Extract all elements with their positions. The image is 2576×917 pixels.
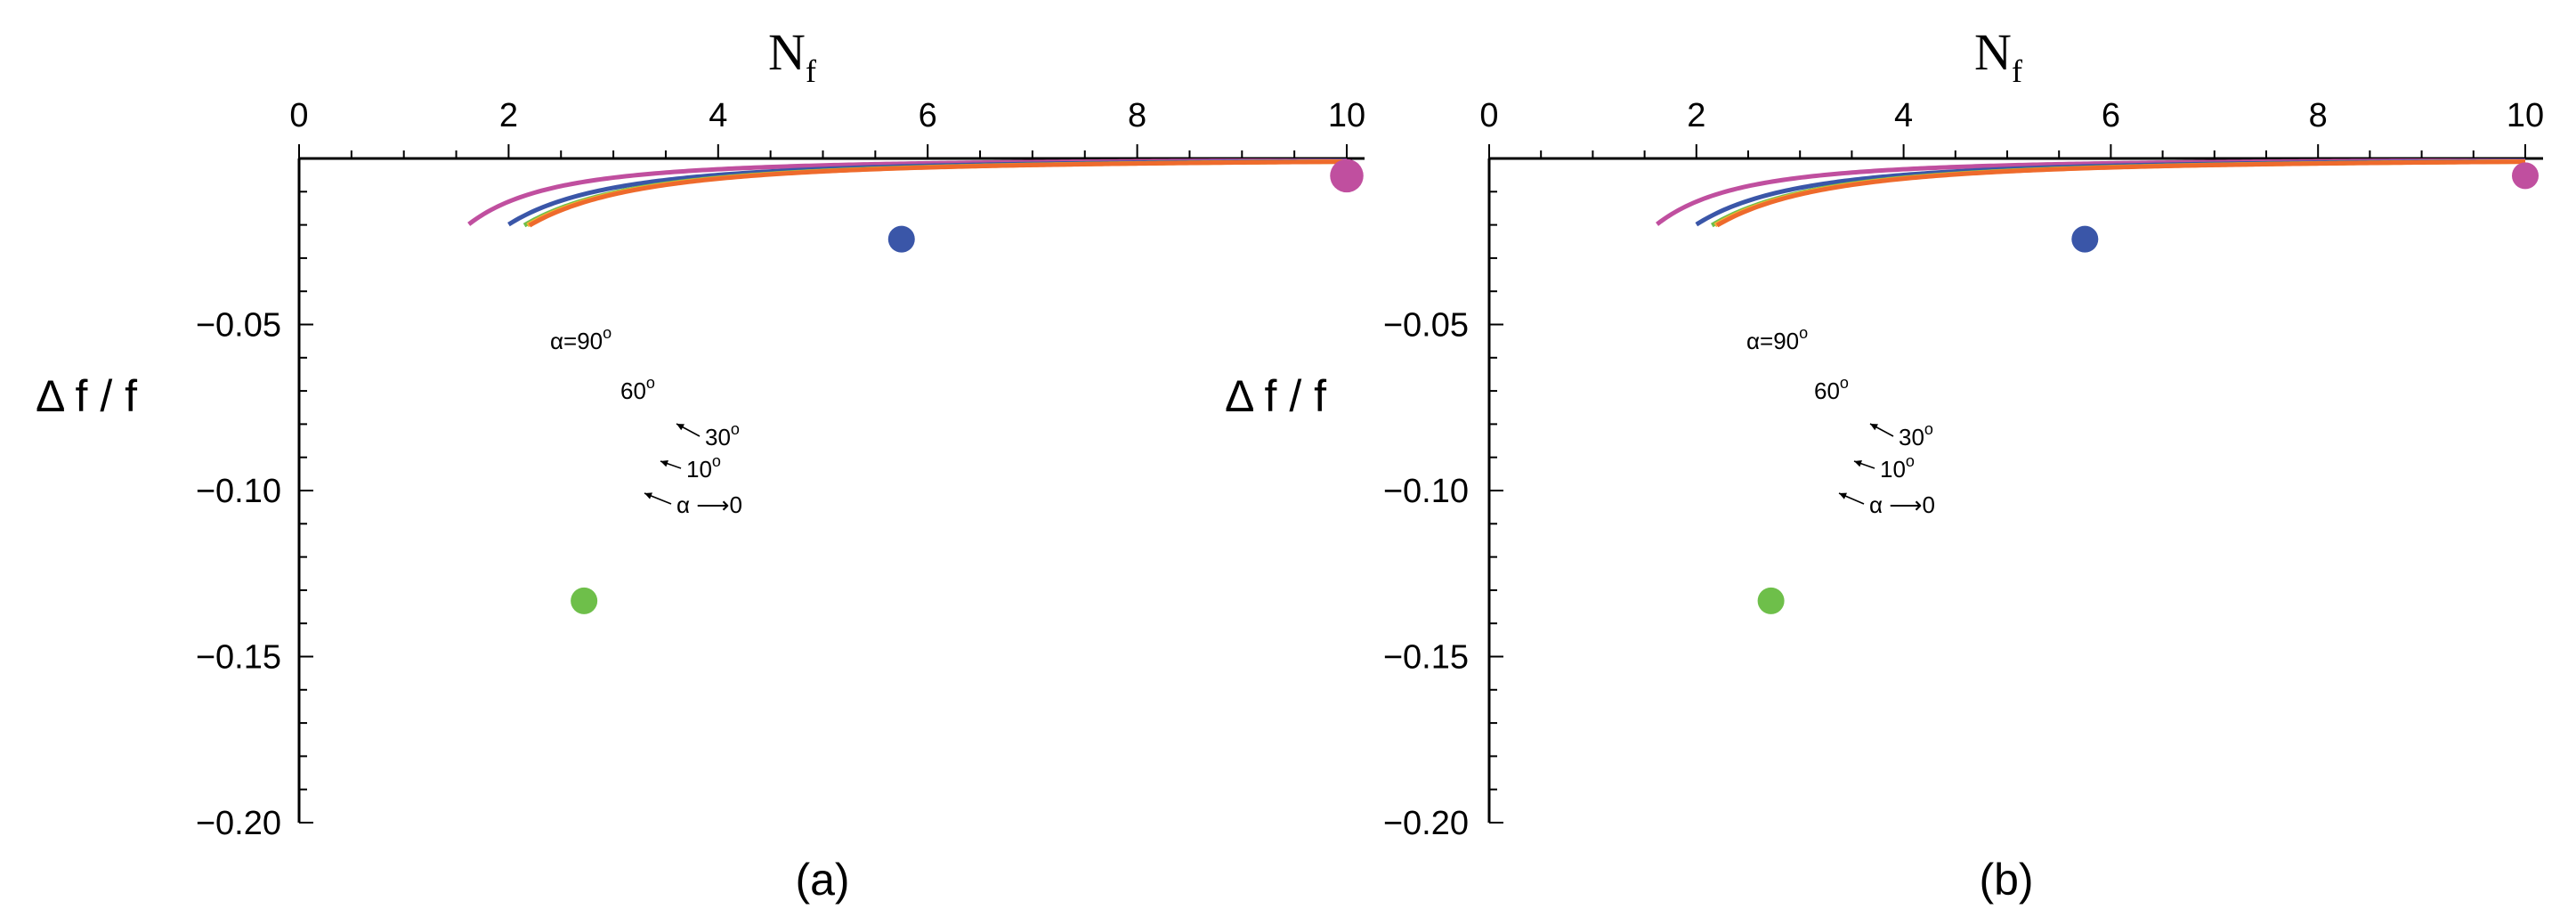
- series-line-60: [507, 158, 1348, 227]
- annotation-arrowhead: [1870, 424, 1878, 431]
- y-tick-label: −0.20: [196, 805, 281, 842]
- x-tick-label: 4: [1894, 97, 1913, 134]
- series-line-60: [1695, 158, 2526, 227]
- panel-a: 0 2 4 6 8 10 −0.05 −0.10 −0.15 −0.20 Nf Δ f / f α=90…: [36, 23, 1365, 905]
- annotation-arrowhead: [1839, 492, 1847, 499]
- annotation-arrowhead: [660, 459, 668, 467]
- series-annotation: 10o: [1880, 452, 1915, 483]
- series-annotation: α ⟶0: [1869, 491, 1935, 518]
- panel-caption: (b): [1979, 855, 2033, 905]
- series-annotation: α ⟶0: [676, 491, 742, 518]
- y-tick-label: −0.05: [196, 307, 281, 345]
- annotation-arrowhead: [676, 424, 685, 431]
- y-tick-label: −0.05: [1383, 307, 1469, 345]
- x-axis-title: Nf: [1974, 23, 2022, 89]
- series-annotation: 10o: [686, 452, 721, 483]
- data-point-marker: [1757, 587, 1785, 614]
- panel-caption: (a): [795, 855, 849, 905]
- annotation-arrowhead: [1854, 459, 1862, 467]
- series-annotation: 60o: [1814, 374, 1849, 404]
- x-tick-label: 8: [2309, 97, 2328, 134]
- data-point-marker: [571, 587, 598, 614]
- x-tick-label: 8: [1128, 97, 1146, 134]
- x-tick-label: 0: [1479, 97, 1498, 134]
- series-line-0: [1715, 159, 2526, 228]
- series-line-30: [522, 158, 1348, 228]
- y-axis-label: Δ f / f: [36, 371, 137, 421]
- series-annotation: 60o: [620, 374, 655, 404]
- y-tick-label: −0.10: [1383, 473, 1469, 510]
- data-point-marker: [1330, 158, 1364, 193]
- series-line-0: [528, 159, 1348, 228]
- annotation-arrowhead: [644, 492, 652, 499]
- x-tick-label: 4: [709, 97, 727, 134]
- series-annotation: 30o: [705, 420, 740, 450]
- y-axis-label: Δ f / f: [1225, 371, 1326, 421]
- x-tick-label: 2: [1687, 97, 1705, 134]
- x-tick-label: 2: [499, 97, 518, 134]
- x-tick-label: 6: [2102, 97, 2120, 134]
- y-tick-label: −0.15: [196, 639, 281, 677]
- y-tick-label: −0.15: [1383, 639, 1469, 677]
- series-line-10: [526, 159, 1348, 228]
- data-point-marker: [887, 225, 915, 253]
- series-annotation: 30o: [1899, 420, 1933, 450]
- x-axis-title: Nf: [768, 23, 816, 89]
- series-annotation: α=90o: [1746, 324, 1808, 354]
- y-tick-label: −0.20: [1383, 805, 1469, 842]
- x-tick-label: 10: [2507, 97, 2544, 134]
- x-tick-label: 0: [289, 97, 308, 134]
- y-tick-label: −0.10: [196, 473, 281, 510]
- panel-b: 0 2 4 6 8 10 −0.05 −0.10 −0.15 −0.20 Nf Δ f / f α=90…: [1225, 23, 2544, 905]
- x-tick-label: 6: [919, 97, 937, 134]
- data-point-marker: [2512, 162, 2539, 190]
- series-line-30: [1710, 158, 2526, 228]
- data-point-marker: [2071, 225, 2099, 253]
- series-line-10: [1713, 159, 2526, 228]
- series-annotation: α=90o: [550, 324, 612, 354]
- x-tick-label: 10: [1328, 97, 1365, 134]
